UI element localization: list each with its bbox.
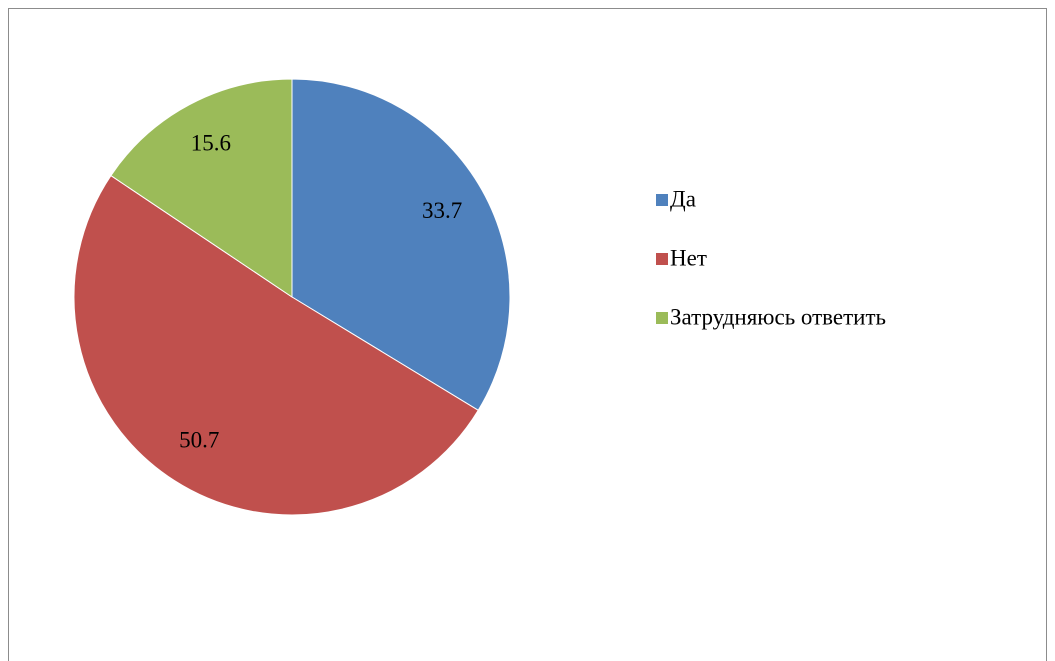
pie-slice — [110, 78, 293, 298]
legend-swatch — [656, 312, 668, 324]
legend-label: Да — [670, 186, 696, 211]
data-label: 50.7 — [179, 427, 219, 452]
legend-swatch — [656, 253, 668, 265]
pie-slice — [291, 78, 511, 412]
data-label: 33.7 — [422, 198, 462, 223]
legend-swatch — [656, 194, 668, 206]
legend-label: Затрудняюсь ответить — [670, 304, 886, 329]
data-label: 15.6 — [191, 130, 231, 155]
legend-label: Нет — [670, 245, 707, 270]
pie-slice — [73, 174, 479, 516]
